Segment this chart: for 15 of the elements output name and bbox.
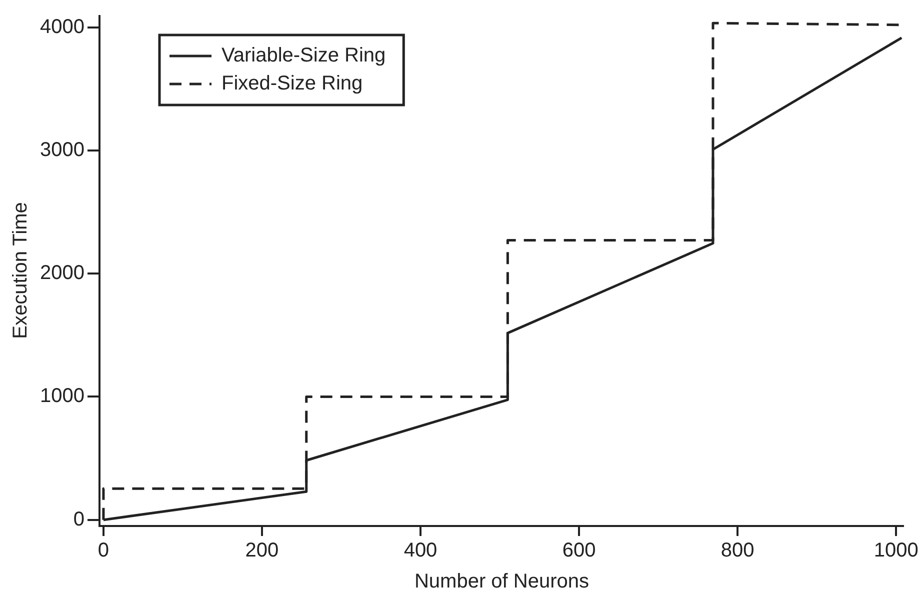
y-tick-label: 4000: [40, 16, 84, 38]
x-tick-label: 200: [245, 540, 279, 562]
legend-label: Variable-Size Ring: [221, 44, 386, 67]
x-tick-label: 1000: [874, 540, 918, 562]
legend-label: Fixed-Size Ring: [221, 72, 363, 95]
x-axis-title: Number of Neurons: [414, 570, 590, 593]
x-tick-label: 600: [562, 540, 596, 562]
x-tick-label: 400: [404, 540, 438, 562]
y-axis-title: Execution Time: [10, 202, 32, 339]
x-tick-label: 800: [720, 540, 754, 562]
y-tick-label: 1000: [40, 385, 84, 408]
y-tick-label: 3000: [40, 138, 84, 161]
x-tick-label: 0: [98, 540, 110, 562]
y-tick-label: 0: [73, 508, 84, 530]
y-tick-label: 2000: [40, 262, 84, 284]
